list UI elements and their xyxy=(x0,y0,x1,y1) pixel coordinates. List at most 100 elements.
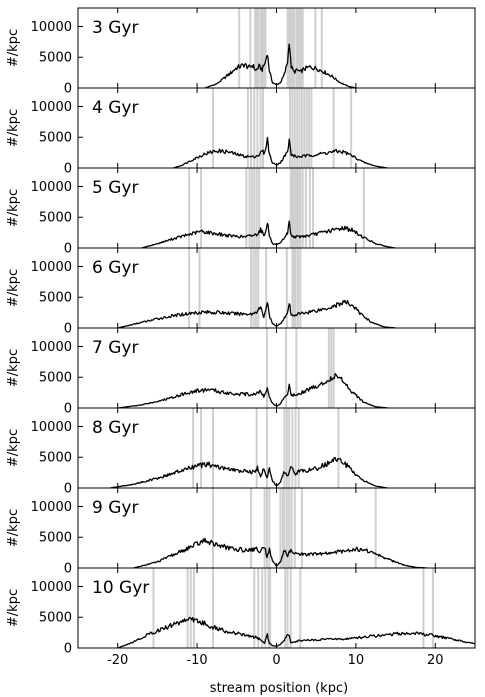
impact-band xyxy=(255,408,258,488)
impact-band xyxy=(286,568,289,648)
x-axis: -20 -10 0 10 20 xyxy=(107,653,443,668)
impact-band xyxy=(255,8,258,88)
density-line xyxy=(173,136,388,168)
y-tick-label: 10000 xyxy=(31,500,72,515)
impact-band xyxy=(262,8,265,88)
impact-band xyxy=(252,248,255,328)
impact-band xyxy=(198,248,201,328)
impact-band xyxy=(283,408,286,488)
x-tick-label: -10 xyxy=(186,653,207,668)
y-axis-title: #/kpc xyxy=(6,589,21,627)
panel-1: 0 5000 10000 #/kpc 4 Gyr xyxy=(6,87,476,177)
y-axis-title: #/kpc xyxy=(6,509,21,547)
panel-content xyxy=(204,8,357,88)
impact-band xyxy=(298,8,301,88)
impact-band xyxy=(265,248,268,328)
panel-label: 8 Gyr xyxy=(92,418,138,438)
impact-band xyxy=(211,568,214,648)
impact-band xyxy=(303,88,306,168)
impact-band xyxy=(253,168,256,248)
panel-content xyxy=(141,168,396,248)
y-axis-title: #/kpc xyxy=(6,269,21,307)
impact-band xyxy=(263,488,266,568)
impact-band xyxy=(295,328,298,408)
impact-band xyxy=(250,488,253,568)
impact-band xyxy=(300,8,303,88)
panel-0: 0 5000 10000 #/kpc 3 Gyr xyxy=(6,7,476,97)
impact-band xyxy=(294,168,297,248)
impact-band xyxy=(296,248,299,328)
x-tick-label: 20 xyxy=(427,653,444,668)
impact-band xyxy=(310,88,313,168)
impact-band xyxy=(256,88,259,168)
impact-band xyxy=(279,488,282,568)
y-axis-title: #/kpc xyxy=(6,109,21,147)
impact-band xyxy=(250,248,253,328)
impact-band xyxy=(293,488,296,568)
impact-band xyxy=(291,248,294,328)
impact-band xyxy=(305,88,308,168)
y-tick-label: 5000 xyxy=(39,51,72,66)
y-tick-label: 0 xyxy=(64,82,72,97)
impact-band xyxy=(192,408,195,488)
y-tick-label: 5000 xyxy=(39,291,72,306)
y-tick-label: 0 xyxy=(64,402,72,417)
impact-band xyxy=(284,568,287,648)
impact-band xyxy=(301,8,304,88)
y-tick-label: 5000 xyxy=(39,211,72,226)
impact-band xyxy=(285,408,288,488)
impact-band xyxy=(258,168,261,248)
impact-band xyxy=(259,88,262,168)
impact-band xyxy=(299,168,302,248)
y-axis-title: #/kpc xyxy=(6,349,21,387)
y-tick-label: 0 xyxy=(64,562,72,577)
y-axis-title: #/kpc xyxy=(6,429,21,467)
impact-band xyxy=(265,328,268,408)
density-line xyxy=(109,456,388,488)
impact-band xyxy=(422,568,425,648)
impact-band xyxy=(296,8,299,88)
impact-band xyxy=(238,8,241,88)
panel-content xyxy=(117,248,396,328)
y-axis-title: #/kpc xyxy=(6,29,21,67)
impact-band xyxy=(300,488,303,568)
impact-band xyxy=(285,328,288,408)
impact-band xyxy=(257,8,260,88)
impact-band xyxy=(255,168,258,248)
impact-band xyxy=(200,168,203,248)
impact-band xyxy=(293,88,296,168)
y-tick-label: 0 xyxy=(64,162,72,177)
panel-4: 0 5000 10000 #/kpc 7 Gyr xyxy=(6,327,476,417)
impact-band xyxy=(304,168,307,248)
impact-band xyxy=(250,168,253,248)
panel-content xyxy=(117,328,388,408)
y-tick-label: 10000 xyxy=(31,260,72,275)
panel-3: 0 5000 10000 #/kpc 6 Gyr xyxy=(6,247,476,337)
y-tick-label: 5000 xyxy=(39,611,72,626)
impact-band xyxy=(246,88,249,168)
impact-band xyxy=(337,408,340,488)
impact-band xyxy=(152,568,155,648)
impact-band xyxy=(320,8,323,88)
impact-band xyxy=(295,8,298,88)
y-tick-label: 5000 xyxy=(39,131,72,146)
density-line xyxy=(141,220,396,248)
panel-label: 5 Gyr xyxy=(92,178,138,198)
impact-band xyxy=(294,408,297,488)
impact-band xyxy=(308,168,311,248)
impact-band xyxy=(285,248,288,328)
impact-band xyxy=(332,88,335,168)
impact-band xyxy=(259,8,262,88)
impact-band xyxy=(288,488,291,568)
impact-band xyxy=(254,8,257,88)
impact-band xyxy=(288,408,291,488)
impact-band xyxy=(289,168,292,248)
impact-band xyxy=(297,168,300,248)
impact-band xyxy=(192,568,195,648)
impact-band xyxy=(245,168,248,248)
impact-band xyxy=(301,168,304,248)
panel-7: 0 5000 10000 #/kpc 10 Gyr xyxy=(6,567,476,657)
impact-band xyxy=(374,488,377,568)
impact-band xyxy=(330,328,333,408)
impact-band xyxy=(211,408,214,488)
